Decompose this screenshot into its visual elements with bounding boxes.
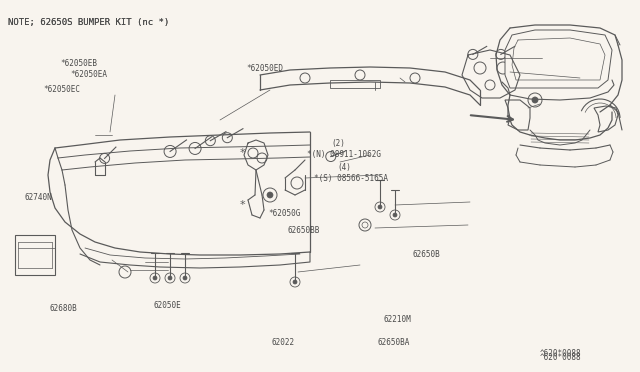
Text: *: * bbox=[240, 148, 246, 158]
Text: 62740N: 62740N bbox=[24, 193, 52, 202]
Text: 62650BB: 62650BB bbox=[288, 226, 321, 235]
Text: *: * bbox=[240, 200, 246, 210]
Polygon shape bbox=[594, 106, 618, 132]
Text: *(N) 08911-1062G: *(N) 08911-1062G bbox=[307, 150, 381, 159]
Circle shape bbox=[183, 276, 187, 280]
Text: *62050EA: *62050EA bbox=[70, 70, 108, 79]
Text: NOTE; 62650S BUMPER KIT (nc *): NOTE; 62650S BUMPER KIT (nc *) bbox=[8, 18, 169, 27]
Text: ^620*0088: ^620*0088 bbox=[540, 353, 582, 362]
Text: *(S) 08566-5165A: *(S) 08566-5165A bbox=[314, 174, 388, 183]
Text: 62210M: 62210M bbox=[384, 315, 412, 324]
Circle shape bbox=[378, 205, 382, 209]
Text: 62022: 62022 bbox=[272, 338, 295, 347]
Circle shape bbox=[293, 280, 297, 284]
Bar bbox=[330, 80, 380, 88]
Text: 62680B: 62680B bbox=[50, 304, 77, 313]
Circle shape bbox=[168, 276, 172, 280]
Text: *62050ED: *62050ED bbox=[246, 64, 284, 73]
Text: ^620*0088: ^620*0088 bbox=[540, 349, 582, 358]
Circle shape bbox=[267, 192, 273, 198]
Text: *62050G: *62050G bbox=[269, 209, 301, 218]
Polygon shape bbox=[505, 30, 612, 88]
Circle shape bbox=[393, 213, 397, 217]
Text: 62650BA: 62650BA bbox=[378, 338, 410, 347]
Text: 62050E: 62050E bbox=[154, 301, 181, 310]
Polygon shape bbox=[15, 235, 55, 275]
Text: (4): (4) bbox=[337, 163, 351, 172]
Text: (2): (2) bbox=[332, 139, 346, 148]
Circle shape bbox=[153, 276, 157, 280]
Text: 62650B: 62650B bbox=[413, 250, 440, 259]
Text: *62050EC: *62050EC bbox=[44, 85, 81, 94]
Text: NOTE; 62650S BUMPER KIT (nc *): NOTE; 62650S BUMPER KIT (nc *) bbox=[8, 18, 169, 27]
Circle shape bbox=[532, 97, 538, 103]
Text: *62050EB: *62050EB bbox=[61, 59, 98, 68]
Polygon shape bbox=[505, 100, 530, 130]
